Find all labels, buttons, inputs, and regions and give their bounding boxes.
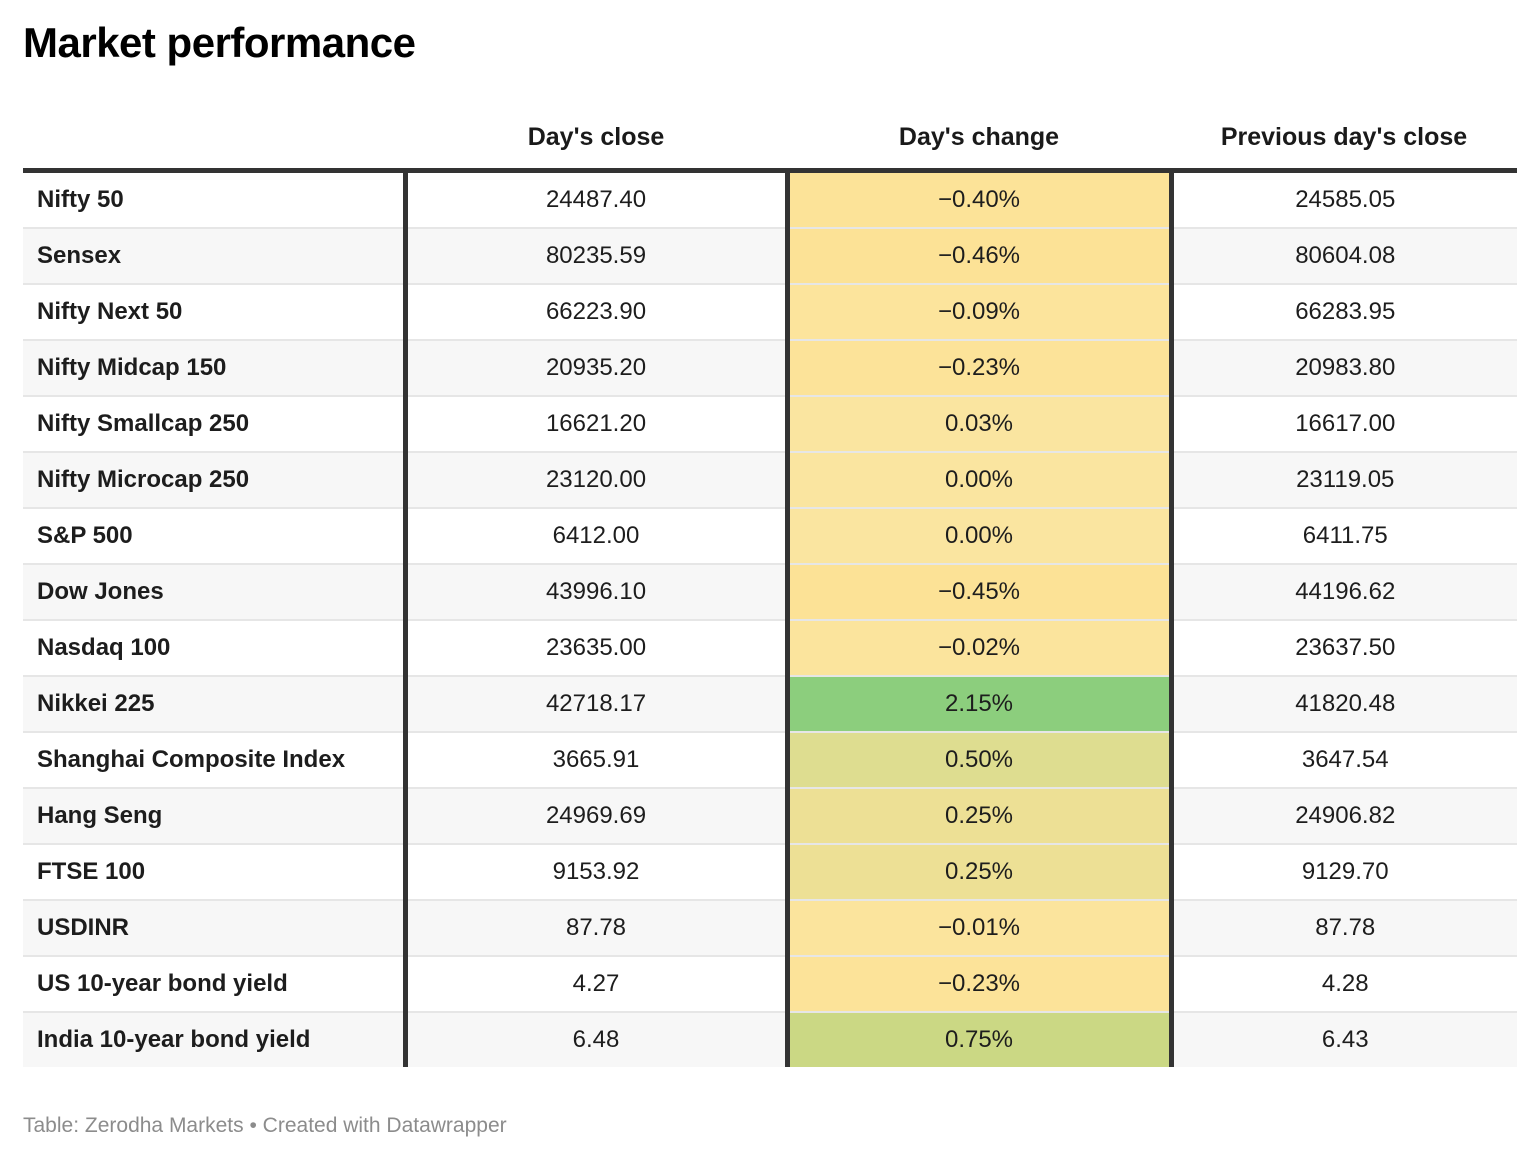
prev-close-cell: 44196.62	[1171, 563, 1517, 620]
table-row: Nikkei 225 42718.17 2.15% 41820.48	[23, 675, 1517, 732]
table-row: Hang Seng 24969.69 0.25% 24906.82	[23, 787, 1517, 844]
days-close-cell: 43996.10	[405, 563, 787, 620]
days-change-cell: −0.09%	[784, 283, 1174, 340]
row-label-cell: US 10-year bond yield	[23, 955, 408, 1012]
prev-close-cell: 24906.82	[1171, 787, 1517, 844]
days-change-cell: 0.00%	[784, 507, 1174, 564]
row-label-cell: Sensex	[23, 227, 408, 284]
footer-created-prefix: Created with	[262, 1114, 381, 1137]
days-close-cell: 80235.59	[405, 227, 787, 284]
table-row: India 10-year bond yield 6.48 0.75% 6.43	[23, 1011, 1517, 1067]
row-label-cell: FTSE 100	[23, 843, 408, 900]
days-change-cell: −0.45%	[784, 563, 1174, 620]
days-change-cell: 0.00%	[784, 451, 1174, 508]
prev-close-cell: 6411.75	[1171, 507, 1517, 564]
prev-close-cell: 4.28	[1171, 955, 1517, 1012]
days-close-cell: 3665.91	[405, 731, 787, 788]
table-row: Nifty Next 50 66223.90 −0.09% 66283.95	[23, 283, 1517, 340]
column-header-previous-days-close: Previous day's close	[1171, 68, 1517, 173]
footer-separator: •	[249, 1114, 257, 1137]
days-close-cell: 16621.20	[405, 395, 787, 452]
column-header-days-close: Day's close	[405, 68, 787, 173]
page-title: Market performance	[23, 19, 416, 66]
prev-close-cell: 20983.80	[1171, 339, 1517, 396]
days-close-cell: 42718.17	[405, 675, 787, 732]
table-row: FTSE 100 9153.92 0.25% 9129.70	[23, 843, 1517, 900]
days-change-cell: 0.03%	[784, 395, 1174, 452]
days-change-cell: −0.23%	[784, 955, 1174, 1012]
row-label-cell: Nifty Smallcap 250	[23, 395, 408, 452]
days-change-cell: −0.02%	[784, 619, 1174, 676]
days-close-cell: 24487.40	[545, 186, 647, 213]
days-close-cell: 20935.20	[405, 339, 787, 396]
footer-source-link[interactable]: Zerodha Markets	[84, 1114, 244, 1137]
days-change-cell: 0.50%	[784, 731, 1174, 788]
days-close-cell: 4.27	[405, 955, 787, 1012]
table-row: USDINR 87.78 −0.01% 87.78	[23, 899, 1517, 956]
row-label-cell: Dow Jones	[23, 563, 408, 620]
table-row: S&P 500 6412.00 0.00% 6411.75	[23, 507, 1517, 564]
days-close-cell: 66223.90	[405, 283, 787, 340]
table-row: Nifty 50 24487.40 −0.40% 24585.05	[23, 170, 1517, 228]
table-body: Nifty 50 24487.40 −0.40% 24585.05 Sensex 8023…	[23, 170, 1517, 1067]
days-close-cell: 6412.00	[405, 507, 787, 564]
prev-close-cell: 66283.95	[1171, 283, 1517, 340]
prev-close-cell: 24585.05	[1295, 186, 1396, 213]
market-performance-table: Day's close Day's change Previous day's …	[23, 68, 1517, 1067]
row-label-cell: Nifty Midcap 150	[23, 339, 408, 396]
days-close-cell: 87.78	[405, 899, 787, 956]
days-change-cell: 0.25%	[784, 787, 1174, 844]
days-close-cell: 23120.00	[405, 451, 787, 508]
prev-close-cell: 41820.48	[1171, 675, 1517, 732]
days-change-cell: −0.40%	[784, 170, 1174, 228]
row-label-cell: Hang Seng	[23, 787, 408, 844]
prev-close-cell: 80604.08	[1171, 227, 1517, 284]
column-header-empty	[23, 68, 405, 173]
row-label-cell: USDINR	[23, 899, 408, 956]
prev-close-cell: 87.78	[1171, 899, 1517, 956]
prev-close-cell: 23637.50	[1171, 619, 1517, 676]
column-header-days-change: Day's change	[787, 68, 1171, 173]
days-change-cell: 0.75%	[784, 1011, 1174, 1067]
row-label-cell: S&P 500	[23, 507, 408, 564]
table-row: Nifty Smallcap 250 16621.20 0.03% 16617.00	[23, 395, 1517, 452]
row-label-cell: Nasdaq 100	[23, 619, 408, 676]
days-close-cell: 24969.69	[405, 787, 787, 844]
footer-datawrapper-link[interactable]: Datawrapper	[386, 1114, 507, 1137]
table-row: Sensex 80235.59 −0.46% 80604.08	[23, 227, 1517, 284]
table-row: US 10-year bond yield 4.27 −0.23% 4.28	[23, 955, 1517, 1012]
table-row: Nifty Midcap 150 20935.20 −0.23% 20983.80	[23, 339, 1517, 396]
prev-close-cell: 6.43	[1171, 1011, 1517, 1067]
days-change-cell: 2.15%	[784, 675, 1174, 732]
prev-close-cell: 23119.05	[1171, 451, 1517, 508]
table-row: Nifty Microcap 250 23120.00 0.00% 23119.05	[23, 451, 1517, 508]
table-row: Dow Jones 43996.10 −0.45% 44196.62	[23, 563, 1517, 620]
days-change-cell: −0.23%	[784, 339, 1174, 396]
row-label-cell: Nifty Microcap 250	[23, 451, 408, 508]
days-change-cell: 0.25%	[784, 843, 1174, 900]
footer-source-prefix: Table:	[23, 1114, 80, 1137]
prev-close-cell: 16617.00	[1171, 395, 1517, 452]
row-label-cell: Nikkei 225	[23, 675, 408, 732]
row-label-cell: Nifty Next 50	[23, 283, 408, 340]
days-close-cell: 23635.00	[405, 619, 787, 676]
days-change-cell: −0.46%	[784, 227, 1174, 284]
prev-close-cell: 9129.70	[1171, 843, 1517, 900]
row-label-cell: India 10-year bond yield	[23, 1011, 408, 1067]
table-header: Day's close Day's change Previous day's …	[23, 68, 1517, 173]
row-label-cell: Shanghai Composite Index	[23, 731, 408, 788]
table-footer: Table: Zerodha Markets • Created with Da…	[23, 1113, 1517, 1139]
days-close-cell: 6.48	[405, 1011, 787, 1067]
table-row: Shanghai Composite Index 3665.91 0.50% 3647…	[23, 731, 1517, 788]
days-close-cell: 9153.92	[405, 843, 787, 900]
table-row: Nasdaq 100 23635.00 −0.02% 23637.50	[23, 619, 1517, 676]
prev-close-cell: 3647.54	[1171, 731, 1517, 788]
row-label-cell: Nifty 50	[23, 170, 408, 228]
table-header-row: Day's close Day's change Previous day's …	[23, 68, 1517, 173]
days-change-cell: −0.01%	[784, 899, 1174, 956]
